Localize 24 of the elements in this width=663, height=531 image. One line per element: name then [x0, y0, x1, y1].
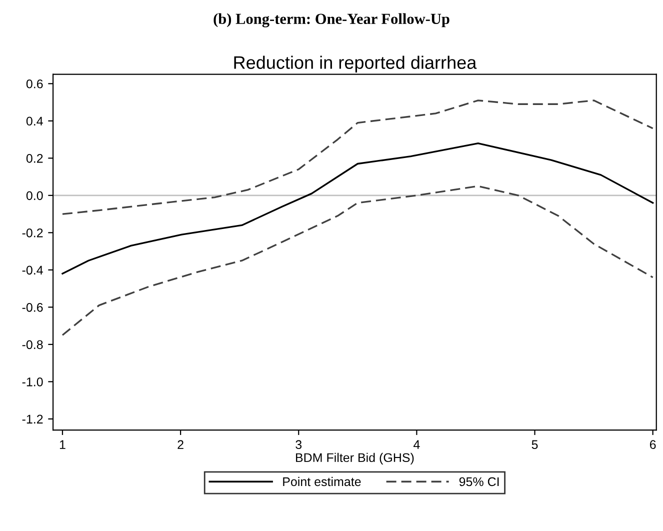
x-tick-label: 5 [532, 440, 538, 450]
y-tick-label: 0.0 [26, 191, 43, 200]
x-tick-label: 4 [414, 440, 420, 449]
y-tick-label: 0.2 [26, 154, 43, 163]
y-tick-label: 0.6 [26, 79, 43, 88]
line-series [62, 185, 654, 336]
y-tick-label: 0.4 [26, 116, 43, 126]
x-tick-label: 6 [650, 440, 656, 450]
line-series [62, 100, 654, 215]
y-tick-label: -0.6 [22, 302, 43, 312]
y-tick-label: -0.4 [22, 266, 43, 275]
y-tick-label: -0.8 [22, 340, 43, 350]
y-tick-label: -1.2 [22, 414, 43, 424]
chart-title: (b) Long-term: One-Year Follow-Up [214, 13, 450, 28]
x-tick-label: 1 [60, 440, 66, 449]
line-series [62, 142, 654, 274]
y-tick-label: -0.2 [22, 228, 43, 238]
legend-label: Point estimate [283, 476, 361, 486]
chart-subtitle: Reduction in reported diarrhea [234, 56, 477, 73]
x-tick-label: 3 [296, 440, 302, 450]
y-tick-label: -1.0 [22, 377, 43, 386]
x-tick-label: 2 [178, 440, 184, 449]
x-axis-title: BDM Filter Bid (GHS) [296, 452, 414, 465]
legend-label: 95% CI [459, 477, 499, 486]
